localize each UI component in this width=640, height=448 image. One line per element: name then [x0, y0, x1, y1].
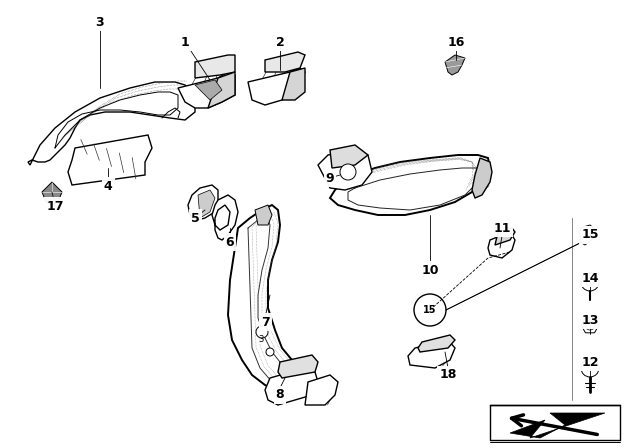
Polygon shape — [282, 68, 305, 100]
Polygon shape — [305, 375, 338, 405]
Polygon shape — [510, 413, 605, 438]
Text: 15: 15 — [581, 228, 599, 241]
Circle shape — [414, 294, 446, 326]
Text: 14: 14 — [581, 271, 599, 284]
Circle shape — [256, 326, 268, 338]
Polygon shape — [330, 155, 490, 215]
Polygon shape — [408, 340, 455, 368]
Text: 8: 8 — [276, 388, 284, 401]
Text: 7: 7 — [260, 315, 269, 328]
Polygon shape — [212, 195, 238, 240]
Polygon shape — [445, 55, 465, 75]
Polygon shape — [195, 55, 235, 78]
Polygon shape — [488, 232, 515, 258]
Text: 6: 6 — [226, 236, 234, 249]
Polygon shape — [178, 72, 235, 108]
Polygon shape — [278, 355, 318, 378]
Polygon shape — [318, 150, 372, 190]
Text: 5: 5 — [191, 211, 200, 224]
Text: 1: 1 — [180, 35, 189, 48]
Polygon shape — [265, 52, 305, 72]
Text: 4: 4 — [104, 180, 113, 193]
Text: 10: 10 — [421, 263, 439, 276]
Text: 16: 16 — [447, 35, 465, 48]
Text: 17: 17 — [46, 199, 64, 212]
Circle shape — [581, 273, 599, 291]
Text: 2: 2 — [276, 35, 284, 48]
Polygon shape — [228, 205, 305, 395]
Text: 15: 15 — [423, 305, 436, 315]
Polygon shape — [495, 228, 515, 245]
Polygon shape — [248, 68, 305, 105]
Polygon shape — [265, 368, 318, 405]
Polygon shape — [330, 145, 368, 168]
Polygon shape — [208, 72, 235, 108]
Circle shape — [585, 320, 595, 330]
Circle shape — [266, 348, 274, 356]
Circle shape — [586, 278, 594, 286]
Polygon shape — [188, 185, 218, 220]
Polygon shape — [28, 82, 195, 165]
Circle shape — [340, 164, 356, 180]
Text: 13: 13 — [581, 314, 598, 327]
Polygon shape — [198, 190, 215, 218]
Text: 18: 18 — [439, 369, 457, 382]
Circle shape — [581, 359, 599, 377]
Polygon shape — [68, 135, 152, 185]
Polygon shape — [580, 225, 596, 245]
Text: 12: 12 — [581, 356, 599, 369]
Text: 9: 9 — [326, 172, 334, 185]
Polygon shape — [42, 182, 62, 205]
Polygon shape — [472, 158, 492, 198]
Text: 3: 3 — [96, 16, 104, 29]
Text: 11: 11 — [493, 221, 511, 234]
Polygon shape — [581, 317, 599, 333]
Polygon shape — [418, 335, 455, 352]
Polygon shape — [255, 205, 272, 225]
Text: 3: 3 — [258, 335, 264, 344]
Polygon shape — [195, 80, 222, 100]
